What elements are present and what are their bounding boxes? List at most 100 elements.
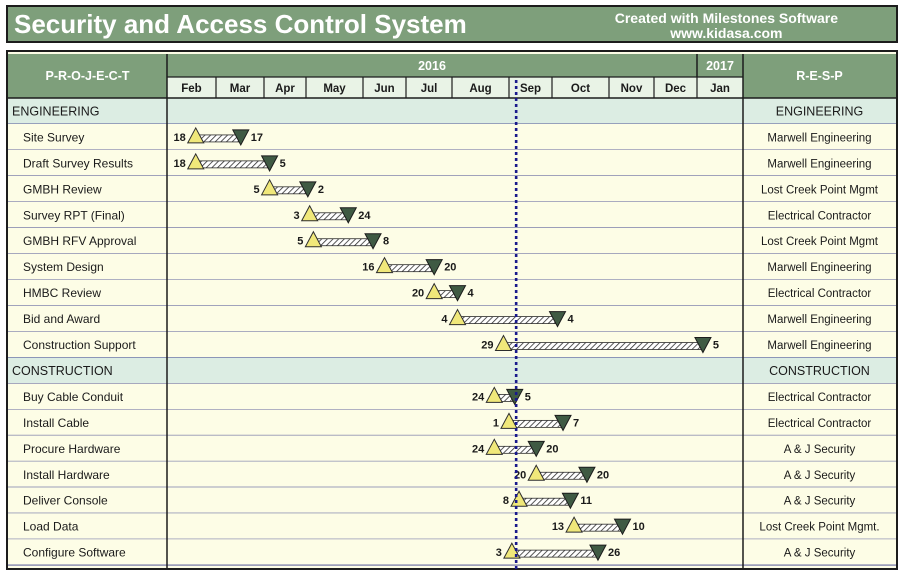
start-marker [527,464,546,481]
start-date-label: 5 [297,236,303,248]
section-resp: CONSTRUCTION [769,364,870,378]
task-label: Construction Support [23,338,136,352]
project-column-header: P-R-O-J-E-C-T [45,69,129,83]
task-row-fill [8,123,896,150]
task-resp: Marwell Engineering [767,340,871,352]
task-label: Deliver Console [23,494,108,508]
month-label: Dec [665,83,687,95]
chart-title: Security and Access Control System [14,9,467,39]
end-marker [260,155,279,172]
task-bar [505,342,702,350]
section-label: ENGINEERING [12,104,100,118]
task-resp: A & J Security [784,548,856,560]
task-resp: Electrical Contractor [768,288,872,300]
start-date-label: 20 [412,288,424,300]
task-row-fill [8,331,896,358]
task-resp: Marwell Engineering [767,158,871,170]
task-label: Configure Software [23,546,126,560]
resp-column-header: R-E-S-P [796,69,843,83]
task-resp: A & J Security [784,444,856,456]
task-resp: A & J Security [784,470,856,482]
task-resp: Electrical Contractor [768,418,872,430]
task-row-fill [8,175,896,202]
task-resp: Marwell Engineering [767,132,871,144]
resp-header-cell [743,54,896,98]
month-label: Oct [571,83,590,95]
task-resp: Electrical Contractor [768,392,872,404]
end-marker [613,518,632,536]
task-row-fill [8,383,896,410]
task-label: GMBH RFV Approval [23,234,136,248]
start-marker [186,152,205,170]
end-marker [694,337,712,354]
start-marker [448,308,467,326]
month-label: May [323,83,346,95]
start-marker [485,438,504,455]
task-label: Survey RPT (Final) [23,208,125,222]
year-label: 2016 [418,59,446,73]
end-date-label: 20 [444,262,456,274]
end-date-label: 11 [580,495,592,507]
start-date-label: 18 [173,132,185,144]
section-row-fill [8,357,896,384]
end-marker [578,466,596,484]
section-label: CONSTRUCTION [12,364,113,378]
task-resp: Marwell Engineering [767,314,871,326]
start-marker [300,204,319,222]
start-marker [494,334,513,352]
year-band [167,54,743,77]
end-date-label: 10 [633,521,645,533]
start-date-label: 8 [503,495,509,507]
start-date-label: 24 [472,391,485,403]
start-date-label: 5 [253,184,259,196]
end-marker [527,440,546,458]
start-marker [425,282,444,300]
task-bar [537,471,586,480]
end-marker [554,414,572,432]
task-row-fill [8,409,896,436]
end-date-label: 5 [280,158,286,170]
task-bar [575,523,621,532]
end-date-label: 20 [597,469,609,481]
task-bar [513,549,597,558]
start-date-label: 4 [441,314,448,326]
title-bar: Security and Access Control System Creat… [6,5,898,43]
task-row-fill [8,435,896,462]
month-label: Jul [421,83,438,95]
end-date-label: 17 [251,132,263,144]
task-row-fill [8,253,896,280]
task-label: Install Hardware [23,468,110,482]
end-date-label: 8 [383,236,389,248]
end-marker [339,207,358,224]
end-date-label: 5 [525,391,531,403]
task-resp: A & J Security [784,496,856,508]
start-marker [485,386,504,403]
task-label: Procure Hardware [23,442,121,456]
end-marker [231,129,250,146]
task-label: Buy Cable Conduit [23,390,124,404]
start-marker [375,256,394,274]
year-label: 2017 [706,59,734,73]
task-resp: Lost Creek Point Mgmt. [759,522,879,534]
month-label: Sep [520,83,541,95]
month-label: Jan [710,83,730,95]
task-bar [197,160,268,169]
task-label: Bid and Award [23,312,100,326]
month-band [167,77,743,98]
credit-block: Created with Milestones Software www.kid… [615,11,838,41]
end-marker [448,285,467,302]
task-label: HMBC Review [23,286,101,300]
task-bar [386,264,433,273]
task-bar [520,497,569,506]
task-row-fill [8,539,896,566]
task-label: Load Data [23,520,79,534]
month-label: Mar [230,83,251,95]
month-label: Apr [275,83,295,95]
task-bar [314,238,372,247]
task-row-fill [8,513,896,540]
start-date-label: 18 [173,158,185,170]
month-label: Feb [181,83,201,95]
credit-url: www.kidasa.com [670,25,783,41]
task-row-fill [8,461,896,488]
